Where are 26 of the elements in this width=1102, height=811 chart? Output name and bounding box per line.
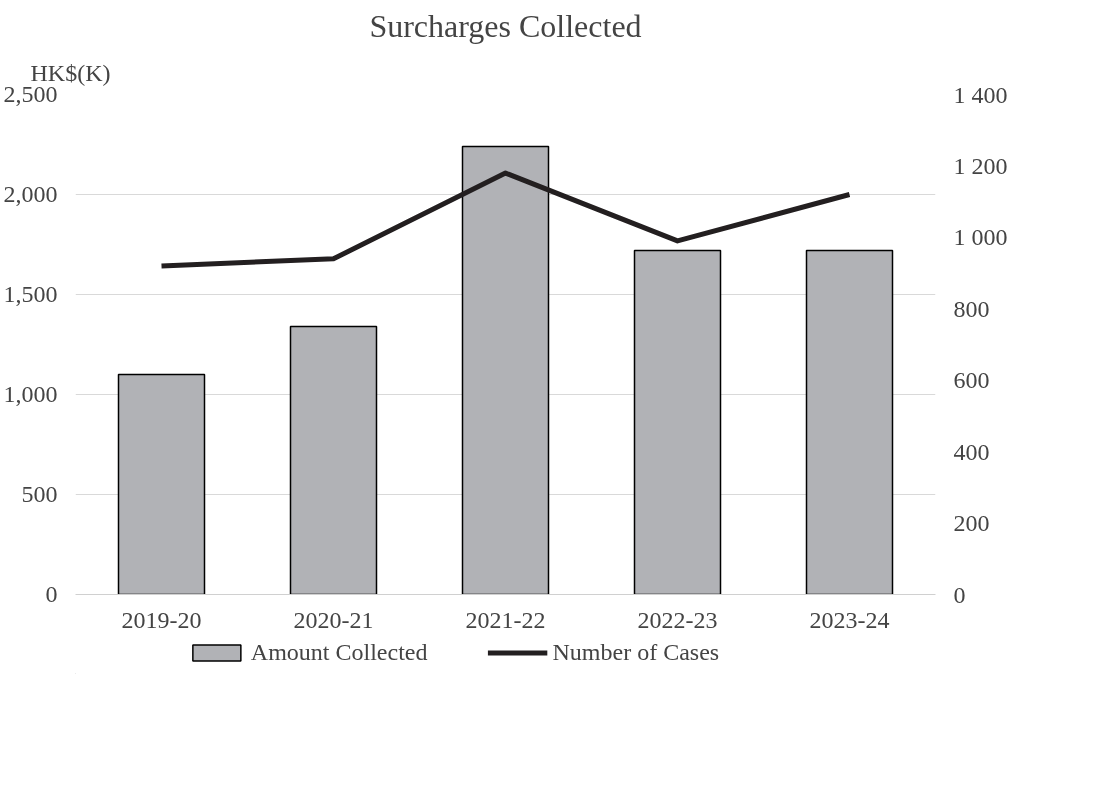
- chart-title: Surcharges Collected: [369, 7, 642, 44]
- y2-tick-label: 1 400: [953, 81, 1008, 108]
- y2-tick-label: 1 200: [953, 152, 1008, 179]
- y-tick-label: 0: [45, 581, 58, 607]
- y2-tick-label: 200: [953, 510, 990, 537]
- y2-tick-label: 1 000: [953, 224, 1008, 251]
- y2-tick-label: 0: [953, 581, 966, 608]
- x-tick-label: 2021-22: [465, 606, 546, 633]
- y-tick-label: 1,500: [3, 281, 58, 307]
- legend-label: Number of Cases: [552, 638, 720, 666]
- bar: [633, 249, 722, 595]
- bar: [289, 325, 378, 595]
- y-tick-label: 1,000: [3, 381, 58, 407]
- x-tick-label: 2019-20: [121, 606, 202, 633]
- x-tick-label: 2023-24: [809, 606, 890, 633]
- bar: [805, 249, 894, 595]
- y2-tick-label: 400: [953, 438, 990, 465]
- bar: [461, 145, 550, 595]
- x-tick-label: 2020-21: [293, 606, 374, 633]
- y-tick-label: 500: [21, 481, 58, 507]
- x-tick-label: 2022-23: [637, 606, 718, 633]
- bar: [117, 373, 206, 595]
- legend-label: Amount Collected: [250, 638, 428, 666]
- y-tick-label: 2,000: [3, 181, 58, 207]
- y2-tick-label: 800: [953, 295, 990, 322]
- y2-tick-label: 600: [953, 367, 990, 394]
